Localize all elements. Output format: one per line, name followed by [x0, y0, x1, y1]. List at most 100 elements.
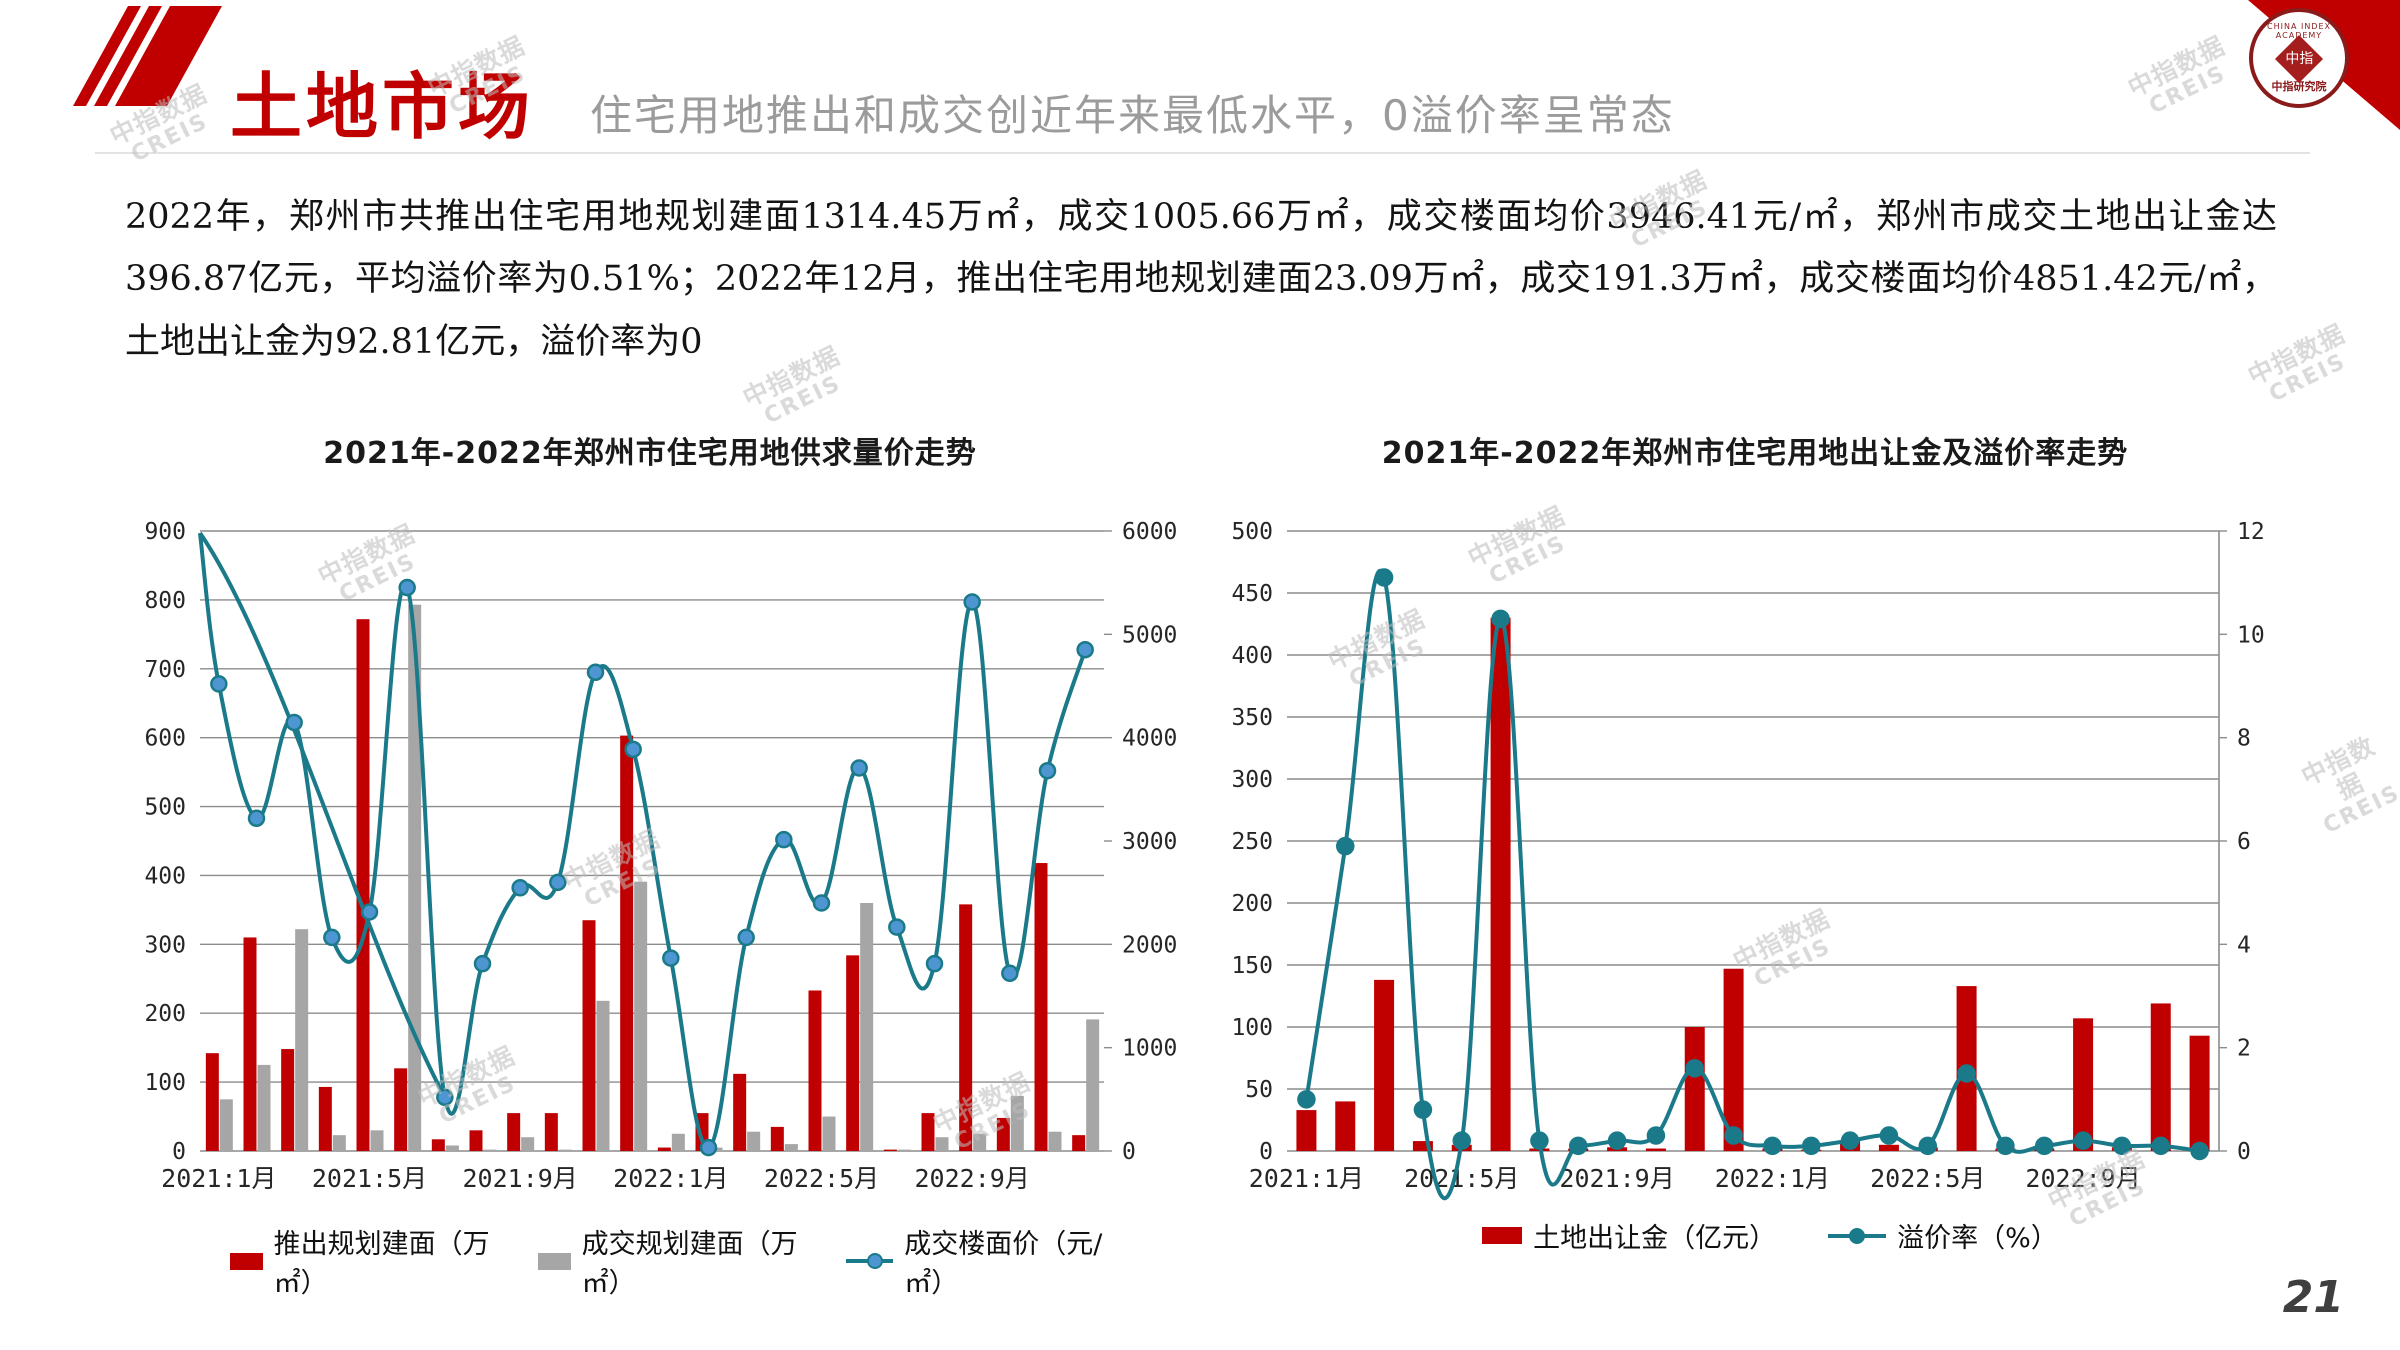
header-divider: [95, 152, 2310, 154]
line-marker: [2112, 1136, 2132, 1156]
summary-paragraph: 2022年，郑州市共推出住宅用地规划建面1314.45万㎡，成交1005.66万…: [125, 197, 2277, 362]
bar: [1723, 968, 1744, 1151]
x-tick-label: 2021:1月: [1249, 1164, 1364, 1193]
bar: [483, 1149, 497, 1151]
left-chart: 9008007006005004003002001000600050004000…: [144, 519, 1177, 1193]
y-right-tick-label: 5000: [1122, 622, 1177, 648]
y-right-tick-label: 4: [2237, 932, 2251, 958]
line-marker: [586, 663, 605, 682]
y-left-tick-label: 50: [1245, 1077, 1273, 1103]
line-marker: [2190, 1141, 2209, 1161]
legend-line-swatch: [1828, 1227, 1887, 1245]
page-subtitle: 住宅用地推出和成交创近年来最低水平，0溢价率呈常态: [590, 91, 1675, 140]
legend-line-swatch: [845, 1252, 894, 1270]
line-marker: [662, 949, 680, 967]
line-marker: [699, 1138, 718, 1157]
legend-item: 推出规划建面（万㎡）: [230, 1222, 494, 1300]
bar: [860, 903, 874, 1151]
bar: [205, 1053, 219, 1151]
bar: [408, 604, 422, 1151]
line-marker: [360, 903, 379, 921]
watermark: 中指数据 CREIS: [2123, 30, 2231, 120]
y-left-tick-label: 400: [1231, 643, 1273, 669]
line-marker: [1001, 964, 1019, 983]
line-marker: [285, 713, 303, 732]
bar: [431, 1139, 445, 1151]
line-marker: [1038, 761, 1057, 780]
bar: [257, 1064, 271, 1151]
bar: [1335, 1101, 1356, 1151]
left-chart-title: 2021年-2022年郑州市住宅用地供求量价走势: [323, 436, 977, 471]
bar: [620, 735, 634, 1151]
line-marker: [1452, 1131, 1471, 1150]
bar: [747, 1131, 761, 1151]
x-tick-label: 2022:9月: [915, 1164, 1030, 1193]
line-marker: [511, 879, 529, 897]
bar: [507, 1113, 521, 1151]
legend-bar-swatch: [1482, 1227, 1523, 1244]
bar: [1086, 1019, 1100, 1151]
bar: [332, 1135, 346, 1151]
legend-item: 溢价率（%）: [1828, 1216, 2058, 1255]
slash-icon: [73, 6, 222, 106]
bar: [1296, 1110, 1317, 1151]
bar: [671, 1133, 685, 1151]
y-left-tick-label: 450: [1231, 581, 1273, 607]
line-marker: [247, 809, 266, 828]
bar: [544, 1113, 558, 1151]
bar: [733, 1073, 747, 1151]
bar: [959, 904, 973, 1151]
y-left-tick-label: 600: [144, 726, 186, 752]
bar: [921, 1113, 935, 1151]
line-marker: [2035, 1136, 2054, 1156]
bar: [1878, 1144, 1899, 1151]
legend-item: 成交规划建面（万㎡）: [537, 1222, 802, 1300]
y-left-tick-label: 500: [1231, 519, 1273, 545]
line-marker: [775, 830, 793, 849]
line-marker: [398, 578, 416, 597]
y-left-tick-label: 200: [1231, 891, 1273, 917]
line-artifact: [198, 531, 447, 1099]
y-right-tick-label: 2000: [1122, 932, 1177, 958]
x-tick-label: 2021:5月: [312, 1164, 427, 1193]
bar: [2150, 1003, 2171, 1151]
x-tick-label: 2022:5月: [1870, 1164, 1985, 1193]
bar: [1684, 1027, 1705, 1151]
line-marker: [888, 918, 906, 936]
bar: [770, 1126, 784, 1151]
bar: [1412, 1141, 1433, 1151]
right-chart: 5004504003503002502001501005001210864202…: [1231, 519, 2265, 1200]
line-marker: [210, 675, 228, 693]
y-left-tick-label: 900: [144, 519, 186, 545]
line-marker: [1374, 568, 1394, 587]
y-left-tick-label: 100: [144, 1070, 186, 1096]
bar: [808, 990, 822, 1151]
line-marker: [1336, 836, 1355, 856]
line-marker: [1879, 1126, 1899, 1145]
line-marker: [1297, 1090, 1316, 1109]
legend-label: 土地出让金（亿元）: [1533, 1223, 1777, 1254]
y-left-tick-label: 250: [1231, 829, 1273, 855]
bar: [1010, 1095, 1024, 1151]
line-marker: [1530, 1131, 1549, 1150]
bar: [1048, 1131, 1062, 1151]
y-left-tick-label: 300: [1231, 767, 1273, 793]
bar: [318, 1086, 332, 1151]
y-right-tick-label: 3000: [1122, 829, 1177, 855]
line-marker: [812, 894, 831, 912]
bar: [996, 1117, 1010, 1151]
line-marker: [1802, 1136, 1821, 1156]
y-right-tick-label: 0: [2237, 1139, 2251, 1165]
page-title: 土地市场: [230, 65, 535, 149]
legend-bar-swatch: [537, 1252, 571, 1270]
right-chart-legend: 土地出让金（亿元） 溢价率（%）: [1440, 1216, 2100, 1255]
line-marker: [737, 928, 755, 947]
y-left-tick-label: 400: [144, 863, 186, 889]
x-tick-label: 2021:9月: [463, 1164, 578, 1193]
x-tick-label: 2021:5月: [1404, 1164, 1519, 1193]
y-left-tick-label: 800: [144, 588, 186, 614]
line-marker: [1996, 1136, 2015, 1156]
line-marker: [1413, 1100, 1433, 1119]
bar: [281, 1049, 295, 1151]
line-marker: [1918, 1136, 1937, 1156]
